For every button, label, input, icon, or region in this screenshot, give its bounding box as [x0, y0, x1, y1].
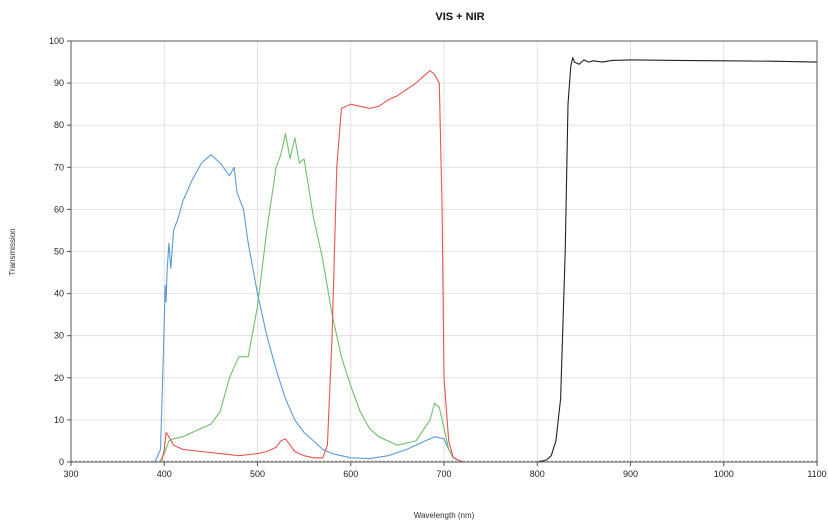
chart-title: VIS + NIR	[435, 11, 484, 23]
y-tick-label: 30	[54, 331, 64, 341]
y-tick-label: 10	[54, 415, 64, 425]
y-tick-label: 90	[54, 78, 64, 88]
x-tick-label: 400	[157, 469, 172, 479]
y-tick-label: 100	[49, 36, 64, 46]
x-tick-label: 900	[623, 469, 638, 479]
series-line-2	[70, 69, 818, 463]
y-tick-label: 60	[54, 204, 64, 214]
x-tick-label: 600	[343, 469, 358, 479]
gridlines	[71, 41, 817, 462]
x-tick-label: 300	[63, 469, 78, 479]
y-tick-label: 20	[54, 373, 64, 383]
x-tick-label: 700	[436, 469, 451, 479]
y-axis-label: Transmission	[8, 228, 17, 275]
y-tick-label: 70	[54, 162, 64, 172]
x-tick-label: 800	[530, 469, 545, 479]
x-tick-label: 1000	[714, 469, 734, 479]
y-tick-label: 80	[54, 120, 64, 130]
x-ticks: 300 400 500 600 700 800 900 1000 1100	[63, 462, 827, 479]
series-line-0	[70, 154, 818, 463]
series-line-3	[70, 57, 818, 463]
x-tick-label: 1100	[807, 469, 826, 479]
series-group	[70, 57, 818, 463]
x-axis-label: Wavelength (nm)	[414, 511, 475, 520]
x-tick-label: 500	[250, 469, 265, 479]
y-tick-label: 40	[54, 289, 64, 299]
y-tick-label: 50	[54, 247, 64, 257]
y-tick-label: 0	[59, 457, 64, 467]
y-ticks: 0 10 20 30 40 50 60 70 80 90 100	[49, 36, 71, 467]
series-line-1	[70, 133, 818, 463]
